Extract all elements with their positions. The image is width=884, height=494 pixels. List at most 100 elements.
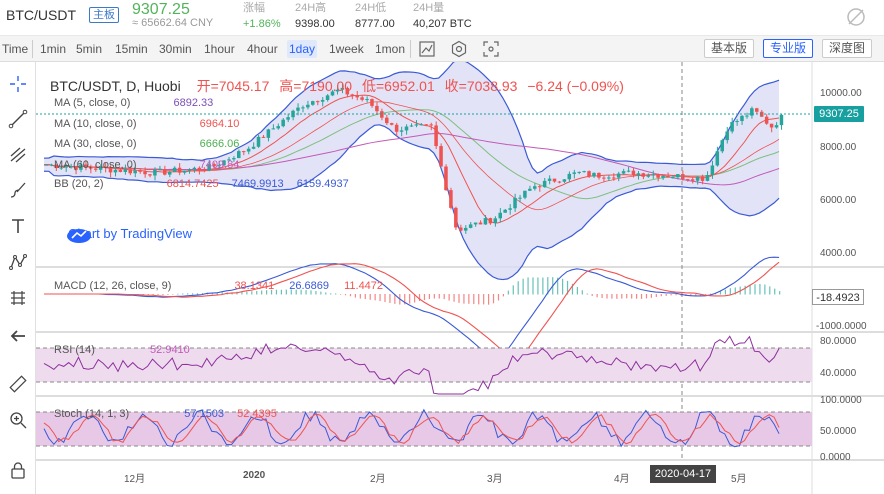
time-axis-label: 2020 <box>243 470 266 481</box>
ma30-name: MA (30, close, 0) <box>54 138 137 150</box>
candle-body <box>454 207 458 228</box>
lock-icon[interactable] <box>8 460 28 480</box>
zoom-in-icon[interactable] <box>8 410 28 430</box>
macd-histogram-bar <box>261 290 263 295</box>
low-value: 8777.00 <box>355 18 395 30</box>
ruler-icon[interactable] <box>8 374 28 394</box>
volume-value: 40,207 BTC <box>413 18 472 30</box>
interval-1week[interactable]: 1week <box>329 42 364 56</box>
crosshair-icon[interactable] <box>8 74 28 94</box>
candle-body <box>340 87 345 90</box>
fib-tool-icon[interactable] <box>8 145 28 165</box>
candle-body <box>444 166 448 191</box>
candle-body <box>750 108 754 116</box>
candle-body <box>133 170 137 174</box>
macd-histogram-bar <box>631 294 633 299</box>
fullscreen-icon[interactable] <box>482 40 500 58</box>
macd-histogram-bar <box>256 290 258 295</box>
candle-body <box>685 179 690 181</box>
candle-body <box>483 218 488 225</box>
interval-1day[interactable]: 1day <box>287 40 318 58</box>
rsi-legend: RSI (14) 52.9410 <box>54 344 190 357</box>
low-value-legend: 低=6952.01 <box>361 78 435 94</box>
interval-1min[interactable]: 1min <box>40 42 67 56</box>
interval-15min[interactable]: 15min <box>115 42 148 56</box>
macd-histogram-bar <box>562 278 564 295</box>
text-tool-icon[interactable] <box>8 216 28 236</box>
chart-area[interactable]: BTC/USDT, D, Huobi 开=7045.17 高=7190.00 低… <box>36 62 884 494</box>
candle-body <box>360 97 364 100</box>
macd-histogram-bar <box>330 293 332 295</box>
macd-histogram-bar <box>374 294 376 301</box>
candle-body <box>54 164 58 169</box>
interval-30min[interactable]: 30min <box>159 42 192 56</box>
candle-body <box>241 151 246 153</box>
macd-histogram-bar <box>295 289 297 295</box>
interval-4hour[interactable]: 4hour <box>247 42 278 56</box>
macd-histogram-bar <box>409 294 411 304</box>
macd-line <box>44 256 780 358</box>
candle-body <box>399 130 404 132</box>
macd-histogram-bar <box>404 294 406 305</box>
brush-icon[interactable] <box>8 180 28 200</box>
macd-histogram-bar <box>359 294 361 299</box>
back-arrow-icon[interactable] <box>8 326 28 346</box>
candle-body <box>355 95 359 98</box>
price-axis-label: 8000.00 <box>820 142 857 153</box>
macd-histogram-bar <box>354 294 356 298</box>
candle-body <box>626 170 631 172</box>
theme-toggle-icon[interactable] <box>845 6 867 28</box>
macd-histogram-bar <box>665 294 667 296</box>
candle-body <box>493 218 498 224</box>
macd-histogram-bar <box>512 285 514 295</box>
candle-body <box>167 171 172 175</box>
chart-canvas[interactable] <box>36 62 884 494</box>
macd-histogram-bar <box>201 292 204 295</box>
candle-body <box>207 164 211 171</box>
macd-histogram-bar <box>532 277 534 295</box>
macd-histogram-bar <box>650 294 652 298</box>
candle-body <box>587 171 591 177</box>
macd-histogram-bar <box>734 287 736 295</box>
change-label: 涨幅 <box>243 2 265 14</box>
macd-histogram-bar <box>325 292 327 295</box>
indicators-icon[interactable] <box>418 40 436 58</box>
macd-histogram-bar <box>542 277 544 295</box>
basic-view-button[interactable]: 基本版 <box>704 39 755 58</box>
interval-1hour[interactable]: 1hour <box>204 42 235 56</box>
macd-histogram-bar <box>349 294 352 297</box>
macd-histogram-bar <box>611 294 613 299</box>
depth-chart-button[interactable]: 深度图 <box>822 39 873 58</box>
candle-body <box>266 129 271 138</box>
macd-histogram-bar <box>453 294 455 302</box>
candle-body <box>108 167 113 173</box>
candle-body <box>404 126 409 131</box>
macd-histogram-bar <box>616 294 618 299</box>
candle-body <box>158 169 162 171</box>
tradingview-watermark: Chart by TradingView <box>64 226 192 243</box>
candle-body <box>498 212 502 219</box>
cloud-icon <box>67 229 91 243</box>
interval-5min[interactable]: 5min <box>76 42 103 56</box>
candle-body <box>488 218 493 224</box>
ma10-value: 6964.10 <box>199 118 240 130</box>
ma60-legend: MA (60, close, 0) 7409.84 <box>54 159 239 172</box>
candle-body <box>163 169 167 175</box>
rsi-name: RSI (14) <box>54 344 95 356</box>
candle-body <box>661 176 665 178</box>
macd-histogram-bar <box>305 290 307 295</box>
candle-body <box>656 174 660 178</box>
symbol-label[interactable]: BTC/USDT <box>6 7 76 23</box>
symbol-interval-label[interactable]: BTC/USDT, D, Huobi <box>50 78 181 94</box>
pattern-tool-icon[interactable] <box>8 252 28 272</box>
divider <box>32 40 33 58</box>
trend-line-icon[interactable] <box>8 109 28 129</box>
settings-icon[interactable] <box>450 40 468 58</box>
prediction-tool-icon[interactable] <box>8 288 28 308</box>
candle-body <box>681 174 685 180</box>
interval-1mon[interactable]: 1mon <box>375 42 406 56</box>
macd-histogram-bar <box>167 294 169 295</box>
pro-view-button[interactable]: 专业版 <box>763 39 814 58</box>
candle-body <box>187 169 192 171</box>
high-value: 9398.00 <box>295 18 335 30</box>
